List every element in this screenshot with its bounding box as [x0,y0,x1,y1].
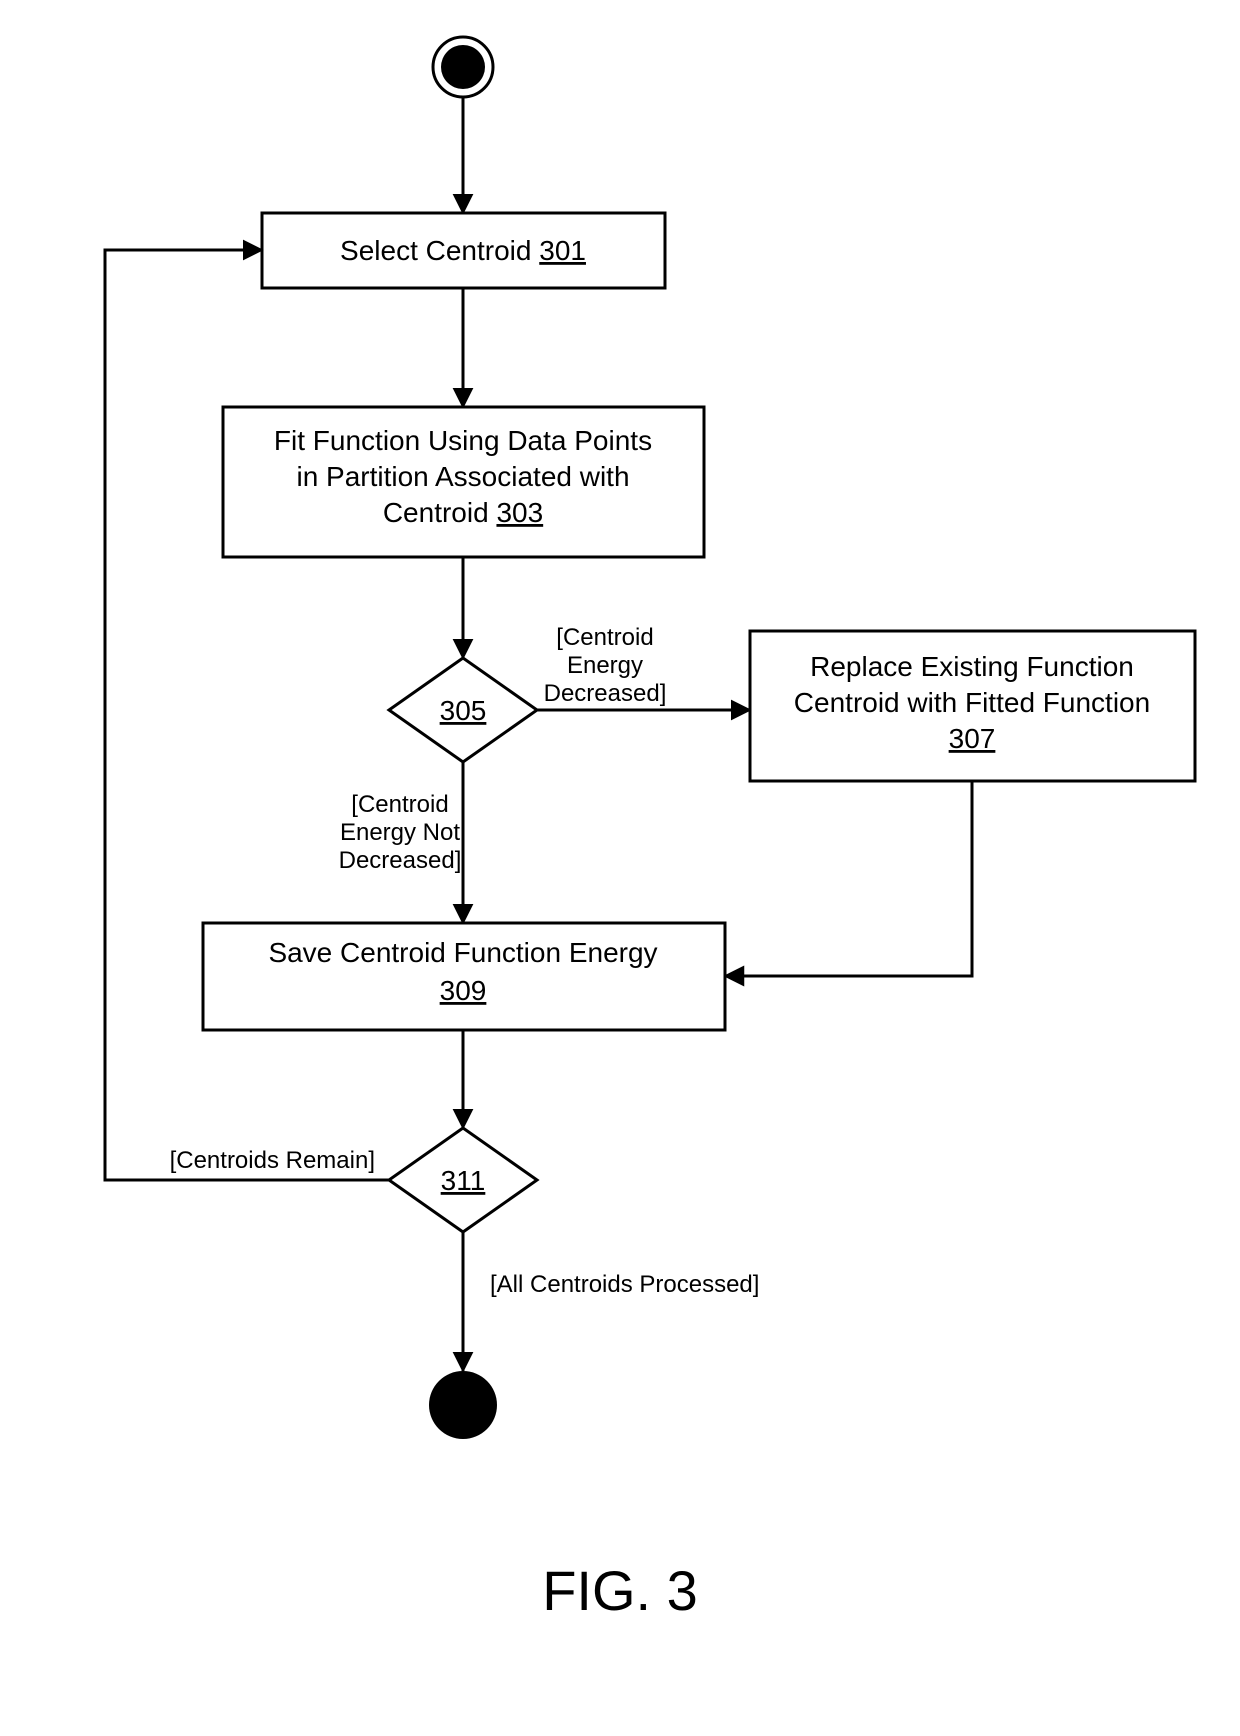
edge-307-to-309 [725,781,972,976]
node-303: Fit Function Using Data Points in Partit… [223,407,704,557]
cond-311-down: [All Centroids Processed] [490,1271,759,1298]
node-307-ref: 307 [949,723,996,754]
cond-311-left: [Centroids Remain] [170,1147,375,1174]
cond-305-down-l3: Decreased] [339,847,462,874]
node-303-line1: Fit Function Using Data Points [274,425,652,456]
cond-305-right-l2: Energy [567,652,643,679]
node-303-line2: in Partition Associated with [296,461,629,492]
node-303-line3: Centroid [383,497,497,528]
node-309: Save Centroid Function Energy 309 [203,923,725,1030]
cond-305-right-l1: [Centroid [556,624,653,651]
figure-label: FIG. 3 [542,1559,698,1622]
start-node [433,37,493,97]
node-303-ref: 303 [496,497,543,528]
node-301-ref: 301 [539,235,586,266]
cond-305-down-l2: Energy Not [340,819,460,846]
node-311-ref: 311 [441,1165,486,1196]
node-309-ref: 309 [440,975,487,1006]
cond-305-right-l3: Decreased] [544,680,667,707]
cond-305-right: [Centroid Energy Decreased] [544,624,667,707]
node-307: Replace Existing Function Centroid with … [750,631,1195,781]
end-node [429,1371,497,1439]
node-301-text: Select Centroid [340,235,539,266]
node-305: 305 [389,658,537,762]
edge-311-to-301-loop [105,250,389,1180]
node-301: Select Centroid 301 [262,213,665,288]
node-309-line1: Save Centroid Function Energy [268,937,657,968]
cond-305-down-l1: [Centroid [351,791,448,818]
svg-text:Centroid 303: Centroid 303 [383,497,543,528]
node-307-line2: Centroid with Fitted Function [794,687,1150,718]
node-311: 311 [389,1128,537,1232]
node-307-line1: Replace Existing Function [810,651,1134,682]
svg-text:Select Centroid 301: Select Centroid 301 [340,235,586,266]
node-305-ref: 305 [440,695,487,726]
cond-305-down: [Centroid Energy Not Decreased] [339,791,462,874]
